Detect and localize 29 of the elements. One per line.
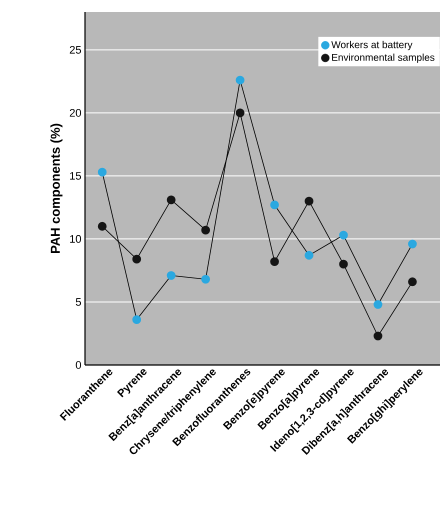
point — [166, 271, 176, 280]
point — [408, 277, 417, 286]
point — [236, 108, 244, 118]
point — [270, 200, 279, 210]
legend-label: Environmental samples — [332, 54, 434, 63]
point — [304, 250, 314, 260]
point — [339, 260, 348, 269]
point — [339, 230, 348, 240]
point — [166, 195, 176, 204]
y-tick-label: 0 — [76, 361, 82, 369]
y-tick-label: 20 — [70, 108, 82, 117]
y-tick-label: 10 — [70, 235, 82, 243]
y-tick-label: 15 — [70, 172, 82, 180]
point — [374, 332, 382, 340]
point — [98, 222, 107, 231]
point — [374, 300, 382, 309]
point — [201, 226, 210, 234]
point — [201, 274, 210, 284]
point — [98, 168, 107, 176]
legend-label: Workers at battery — [331, 40, 412, 50]
point — [270, 257, 279, 266]
y-tick-label: 5 — [76, 298, 82, 306]
point — [304, 196, 314, 206]
y-tick-label: 25 — [70, 46, 82, 54]
point — [408, 240, 417, 248]
point — [132, 315, 142, 324]
y-axis-title: PAH components (%) — [50, 124, 62, 253]
point — [132, 254, 142, 264]
point — [236, 76, 244, 84]
